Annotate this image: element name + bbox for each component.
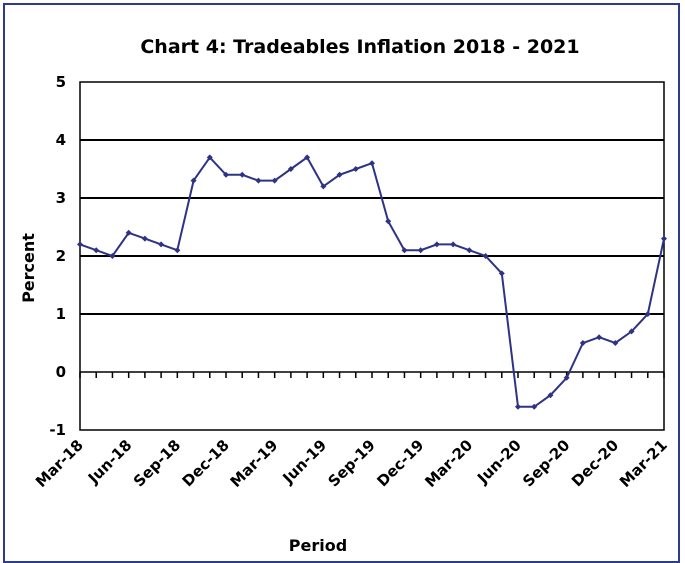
data-point (190, 177, 197, 184)
data-point (401, 247, 408, 254)
x-tick-label: Mar-21 (616, 436, 671, 491)
data-point (596, 334, 603, 341)
chart-title: Chart 4: Tradeables Inflation 2018 - 202… (140, 36, 579, 58)
data-point (158, 241, 165, 248)
data-point (206, 154, 213, 161)
data-point (417, 247, 424, 254)
x-tick-label: Mar-18 (32, 436, 87, 491)
x-tick-label: Mar-20 (421, 436, 476, 491)
data-point (466, 247, 473, 254)
data-point (547, 392, 554, 399)
data-point (644, 311, 651, 317)
data-point (433, 241, 440, 248)
y-tick-label: 3 (56, 189, 66, 207)
data-point (336, 171, 343, 178)
data-point (287, 166, 294, 172)
x-tick-label: Sep-18 (130, 436, 184, 490)
data-point (385, 218, 392, 225)
data-point (482, 253, 489, 259)
x-tick-label: Sep-19 (325, 436, 379, 490)
data-point (498, 270, 505, 277)
x-tick-labels: Mar-18Jun-18Sep-18Dec-18Mar-19Jun-19Sep-… (32, 436, 671, 491)
data-point (109, 253, 116, 259)
x-tick-label: Jun-20 (473, 436, 525, 488)
series-layer (77, 154, 667, 410)
data-point (93, 247, 100, 254)
data-point (369, 160, 375, 167)
data-point (515, 403, 521, 410)
data-point (223, 171, 229, 178)
data-point (579, 340, 586, 346)
x-tick-label: Jun-19 (279, 436, 331, 488)
data-point (271, 177, 278, 184)
data-point (612, 340, 619, 346)
y-axis-label: Percent (19, 233, 38, 303)
x-tick-label: Dec-20 (568, 436, 622, 490)
y-tick-label: 0 (56, 363, 66, 381)
data-point (239, 171, 246, 178)
y-tick-label: 2 (56, 247, 66, 265)
data-point (450, 241, 457, 248)
y-tick-label: 5 (56, 73, 66, 91)
y-tick-label: -1 (49, 421, 66, 439)
y-tick-label: 1 (56, 305, 66, 323)
data-point (628, 328, 635, 335)
data-point (174, 247, 181, 254)
x-tick-label: Mar-19 (227, 436, 282, 491)
x-tick-label: Jun-18 (84, 436, 136, 488)
x-tick-label: Dec-18 (179, 436, 233, 490)
y-tick-labels: -1 0 1 2 3 4 5 (49, 73, 66, 439)
data-point (77, 241, 83, 248)
x-axis-label: Period (289, 536, 347, 555)
data-point (304, 154, 311, 161)
data-point (661, 235, 667, 242)
data-point (531, 403, 538, 410)
series-line (79, 155, 665, 408)
x-tick-label: Sep-20 (519, 436, 573, 490)
data-point (563, 374, 570, 381)
data-point (255, 177, 262, 184)
grid-lines (79, 81, 665, 431)
x-tick-label: Dec-19 (373, 436, 427, 490)
data-point (320, 183, 327, 190)
y-tick-label: 4 (56, 131, 66, 149)
data-point (141, 235, 148, 242)
data-point (125, 229, 132, 236)
data-point (352, 166, 359, 172)
